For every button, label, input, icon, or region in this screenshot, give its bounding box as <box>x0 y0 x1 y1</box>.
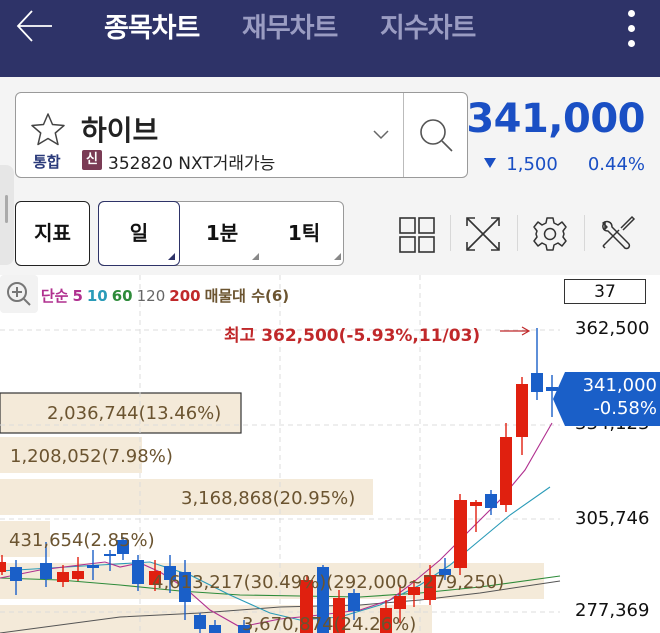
indicator-legend[interactable]: 종가 단순 5 10 60 120 200 매물대 수(6) <box>8 287 290 305</box>
volume-profile-label: 431,654(2.85%) <box>9 530 155 551</box>
volume-profile-label: 4,613,217(30.49%)(292,000~279,250) <box>152 572 505 593</box>
y-axis-label: 362,500 <box>575 318 650 339</box>
chart-canvas <box>0 275 660 633</box>
market-label: 통합 <box>33 153 61 171</box>
candlestick-chart[interactable]: 종가 단순 5 10 60 120 200 매물대 수(6) 37 최고 362,500(-… <box>0 275 660 633</box>
divider <box>403 93 404 177</box>
price-change: 1,500 0.44% <box>484 154 645 175</box>
fullscreen-icon[interactable] <box>463 212 503 256</box>
settings-gear-icon[interactable] <box>530 212 570 256</box>
tab-index-chart[interactable]: 지수차트 <box>380 13 476 44</box>
period-selector: 일 1분 1틱 <box>98 201 344 266</box>
side-drawer-handle[interactable] <box>0 165 14 265</box>
tab-stock-chart[interactable]: 종목차트 <box>104 13 200 44</box>
stock-name: 하이브 <box>81 114 159 147</box>
indicator-button[interactable]: 지표 <box>15 201 90 266</box>
change-percent: 0.44% <box>587 154 645 175</box>
arrow-left-icon[interactable] <box>14 8 56 44</box>
stock-code: 352820 NXT거래가능 <box>108 154 276 174</box>
layout-grid-icon[interactable] <box>397 212 437 256</box>
volume-profile-label: 3,168,868(20.95%) <box>181 488 356 509</box>
credit-badge: 신 <box>82 150 102 170</box>
more-vertical-icon[interactable] <box>624 6 640 48</box>
volume-profile-label: 3,670,874(24.26%) <box>242 614 417 633</box>
chevron-down-icon[interactable] <box>371 127 391 141</box>
y-axis-label: 277,369 <box>575 600 650 621</box>
stock-selector[interactable]: 하이브 통합 신 352820 NXT거래가능 <box>15 92 468 178</box>
search-icon[interactable] <box>416 115 456 155</box>
tab-financial-chart[interactable]: 재무차트 <box>242 13 338 44</box>
current-price-tag: 341,000 -0.58% <box>553 372 660 426</box>
period-minute-button[interactable]: 1분 <box>181 202 263 265</box>
volume-profile-label: 2,036,744(13.46%) <box>47 403 222 424</box>
star-icon[interactable] <box>29 111 67 147</box>
period-tick-button[interactable]: 1틱 <box>263 202 345 265</box>
period-day-button[interactable]: 일 <box>98 201 180 266</box>
tools-icon[interactable] <box>597 212 637 256</box>
high-price-annotation: 최고 362,500(-5.93%,11/03) <box>224 326 481 346</box>
down-triangle-icon <box>484 158 497 168</box>
current-price: 341,000 <box>466 96 645 142</box>
volume-profile-label: 1,208,052(7.98%) <box>10 446 173 467</box>
candle-count-input[interactable]: 37 <box>564 279 646 304</box>
y-axis-label: 305,746 <box>575 508 650 529</box>
change-amount: 1,500 <box>506 154 558 175</box>
top-header: 종목차트 재무차트 지수차트 <box>0 0 660 77</box>
zoom-in-icon[interactable] <box>0 275 38 313</box>
